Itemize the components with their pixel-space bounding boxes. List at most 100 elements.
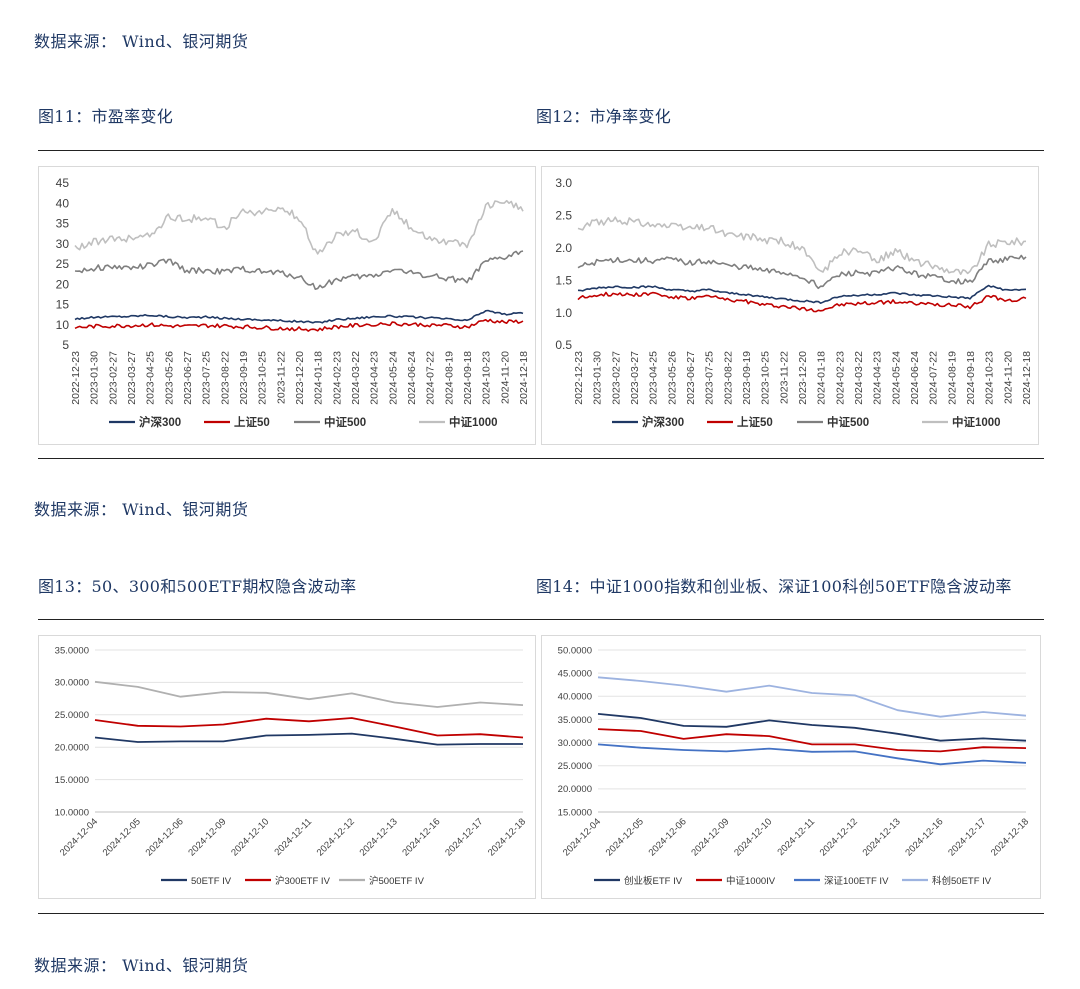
y-tick-label: 40.0000	[558, 692, 592, 703]
x-tick-label: 2023-08-22	[722, 351, 734, 405]
x-tick-label: 2023-06-27	[182, 351, 194, 405]
series-line-4	[577, 216, 1027, 275]
x-tick-label: 2024-12-17	[946, 816, 988, 858]
x-tick-label: 2024-08-19	[443, 351, 455, 405]
y-tick-label: 20.0000	[558, 784, 592, 795]
x-tick-label: 2024-12-06	[647, 816, 689, 858]
x-tick-label: 2024-05-24	[387, 351, 399, 405]
series-line-2	[597, 728, 1027, 753]
legend-label: 中证1000	[449, 415, 498, 429]
series-line-1	[577, 284, 1027, 304]
y-tick-label: 15.0000	[558, 807, 592, 818]
pe-chart: 5 10 15 20 25 30 35 40 45 2022-12-23 2023-01-30 202…	[56, 176, 530, 429]
y-tick-label: 1.0	[555, 306, 572, 320]
series-line-3	[597, 743, 1027, 766]
x-tick-label: 2023-03-27	[629, 351, 641, 405]
x-tick-label: 2024-05-24	[890, 351, 902, 405]
legend-label: 科创50ETF IV	[932, 875, 992, 887]
y-tick-label: 2.0	[555, 241, 572, 255]
legend-label: 沪300ETF IV	[275, 875, 331, 887]
series-line-1	[94, 732, 523, 746]
caption-fig11: 图11：市盈率变化	[38, 107, 174, 126]
legend-label: 中证500	[827, 415, 869, 429]
x-tick-label: 2023-06-27	[685, 351, 697, 405]
x-tick-label: 2024-06-24	[406, 351, 418, 405]
x-tick-label: 2024-12-11	[272, 816, 314, 858]
y-tick-label: 30.0000	[55, 678, 89, 689]
x-tick-label: 2024-12-16	[400, 816, 442, 858]
data-source-1: 数据来源： Wind、银河期货	[34, 32, 249, 51]
iv2-chart: 15.0000 20.0000 25.0000 30.0000 35.0000 40.00…	[558, 645, 1031, 887]
series-line-2	[74, 318, 524, 332]
x-tick-label: 2024-02-23	[834, 351, 846, 405]
y-tick-label: 30.0000	[558, 738, 592, 749]
x-tick-label: 2023-11-22	[778, 351, 790, 404]
x-tick-label: 2024-12-18	[1021, 351, 1033, 405]
x-tick-label: 2024-08-19	[946, 351, 958, 405]
y-tick-label: 50.0000	[558, 645, 592, 656]
x-tick-label: 2024-12-09	[689, 816, 731, 858]
iv1-chart: 10.0000 15.0000 20.0000 25.0000 30.0000 35.00…	[55, 645, 528, 887]
legend-label: 中证1000IV	[726, 875, 776, 887]
x-tick-label: 2023-12-20	[797, 351, 809, 405]
y-tick-label: 45.0000	[558, 668, 592, 679]
x-tick-label: 2024-12-06	[144, 816, 186, 858]
chart-iv2-panel: 15.0000 20.0000 25.0000 30.0000 35.0000 40.00…	[541, 635, 1041, 899]
y-tick-label: 20	[56, 277, 70, 291]
x-tick-label: 2023-10-25	[257, 351, 269, 405]
legend-label: 创业板ETF IV	[624, 875, 683, 887]
x-tick-label: 2023-01-30	[592, 351, 604, 405]
x-tick-label: 2023-03-27	[126, 351, 138, 405]
y-tick-label: 10	[56, 318, 70, 332]
x-tick-label: 2024-01-18	[313, 351, 325, 405]
x-tick-label: 2023-04-25	[648, 351, 660, 405]
x-tick-label: 2024-10-23	[481, 351, 493, 405]
series-line-3	[94, 680, 524, 708]
x-tick-label: 2024-09-18	[462, 351, 474, 405]
x-tick-label: 2022-12-23	[573, 351, 585, 405]
x-tick-label: 2023-01-30	[89, 351, 101, 405]
series-line-3	[577, 254, 1027, 290]
x-tick-label: 2024-12-12	[315, 816, 357, 858]
y-tick-label: 10.0000	[55, 807, 89, 818]
chart-pb-panel: 0.5 1.0 1.5 2.0 2.5 3.0 2022-12-23 2023-01-30 20…	[541, 166, 1039, 445]
data-source-3: 数据来源： Wind、银河期货	[34, 956, 249, 975]
series-line-3	[74, 250, 524, 290]
series-line-4	[74, 199, 524, 255]
bottom-rule-2	[38, 913, 1044, 914]
y-tick-label: 35.0000	[55, 645, 89, 656]
x-tick-label: 2023-10-25	[760, 351, 772, 405]
x-tick-label: 2024-04-23	[369, 351, 381, 405]
legend-label: 中证500	[324, 415, 366, 429]
y-tick-label: 5	[62, 338, 69, 352]
caption-fig13: 图13：50、300和500ETF期权隐含波动率	[38, 577, 357, 596]
y-tick-label: 15.0000	[55, 775, 89, 786]
y-tick-label: 15	[56, 298, 70, 312]
x-tick-label: 2024-06-24	[909, 351, 921, 405]
x-tick-label: 2024-07-22	[425, 351, 437, 405]
x-tick-label: 2024-12-10	[229, 816, 271, 858]
y-tick-label: 3.0	[555, 176, 572, 190]
x-tick-label: 2024-12-09	[186, 816, 228, 858]
x-tick-label: 2023-12-20	[294, 351, 306, 405]
legend-label: 深证100ETF IV	[824, 876, 889, 887]
y-tick-label: 35.0000	[558, 715, 592, 726]
x-tick-label: 2024-12-18	[486, 816, 528, 858]
y-tick-label: 30	[56, 237, 70, 251]
x-tick-label: 2024-10-23	[984, 351, 996, 405]
top-rule-2	[38, 619, 1044, 620]
x-tick-label: 2024-12-11	[775, 816, 817, 858]
x-tick-label: 2023-05-26	[666, 351, 678, 405]
x-tick-label: 2023-07-25	[704, 351, 716, 405]
x-tick-label: 2024-03-22	[350, 351, 362, 405]
legend-label: 上证50	[737, 415, 773, 429]
x-tick-label: 2023-02-27	[107, 351, 119, 405]
series-line-2	[577, 291, 1027, 313]
legend-label: 沪深300	[139, 415, 181, 429]
legend-label: 沪深300	[642, 415, 684, 429]
y-tick-label: 35	[56, 217, 70, 231]
x-tick-label: 2023-04-25	[145, 351, 157, 405]
series-line-2	[94, 717, 524, 739]
series-line-1	[74, 309, 524, 324]
x-tick-label: 2024-02-23	[331, 351, 343, 405]
